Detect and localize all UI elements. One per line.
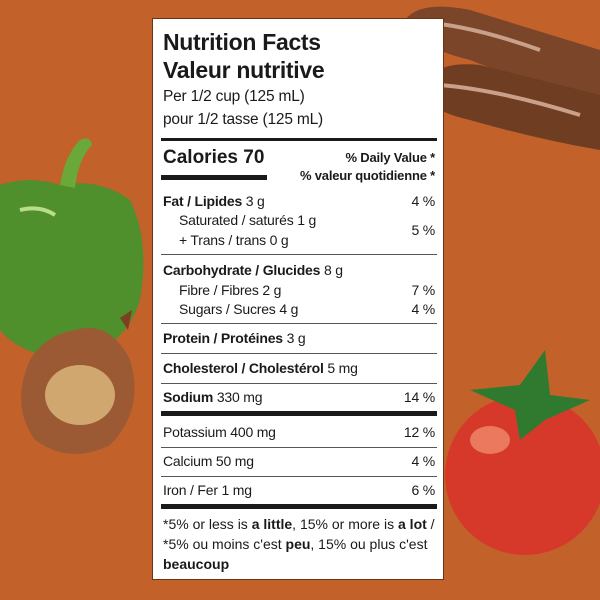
nutrient-name: Calcium (163, 453, 213, 469)
rule (161, 447, 437, 448)
calories-rule (161, 175, 267, 180)
nutrient-amount: 3 g (245, 193, 265, 209)
footnote-emphasis: peu (285, 536, 311, 552)
row-carbohydrate: Carbohydrate / Glucides 8 g (163, 262, 343, 278)
onion-illustration (21, 310, 135, 454)
footnote-text: , 15% ou plus c'est (310, 536, 428, 552)
sodium-dv: 14 % (403, 389, 435, 405)
row-fat: Fat / Lipides 3 g (163, 193, 265, 209)
nutrient-amount: 4 g (279, 301, 299, 317)
nutrient-name: Saturated / saturés (179, 212, 294, 228)
nutrient-amount: 50 mg (215, 453, 254, 469)
calories: Calories 70 (163, 147, 264, 169)
row-iron: Iron / Fer 1 mg (163, 482, 252, 498)
nutrient-name: Carbohydrate / Glucides (163, 262, 321, 278)
rule (161, 411, 437, 416)
nutrient-name: Protein / Protéines (163, 330, 283, 346)
nutrient-amount: 400 mg (230, 424, 276, 440)
row-protein: Protein / Protéines 3 g (163, 330, 306, 346)
nutrient-name: Iron / Fer (163, 482, 218, 498)
footnote-text: , 15% or more is (292, 516, 398, 532)
title-en: Nutrition Facts (163, 29, 321, 55)
row-cholesterol: Cholesterol / Cholestérol 5 mg (163, 360, 358, 376)
sugars-dv: 4 % (411, 301, 435, 317)
row-fibre: Fibre / Fibres 2 g (179, 282, 281, 298)
sat-trans-dv: 5 % (411, 222, 435, 238)
nutrient-amount: 2 g (262, 282, 282, 298)
potassium-dv: 12 % (403, 424, 435, 440)
rule (161, 254, 437, 255)
row-saturated: Saturated / saturés 1 g (179, 212, 316, 228)
calcium-dv: 4 % (411, 453, 435, 469)
row-sugars: Sugars / Sucres 4 g (179, 301, 298, 317)
footnote-emphasis: beaucoup (163, 556, 230, 572)
row-sodium: Sodium 330 mg (163, 389, 263, 405)
row-calcium: Calcium 50 mg (163, 453, 254, 469)
rule (161, 504, 437, 509)
iron-dv: 6 % (411, 482, 435, 498)
rule (161, 383, 437, 384)
row-trans: + Trans / trans 0 g (179, 232, 289, 248)
nutrient-name: Fibre / Fibres (179, 282, 259, 298)
row-potassium: Potassium 400 mg (163, 424, 276, 440)
nutrient-amount: 1 mg (221, 482, 253, 498)
nutrient-name: + Trans / trans (179, 232, 266, 248)
daily-value-en: % Daily Value * (345, 150, 436, 165)
fibre-dv: 7 % (411, 282, 435, 298)
nutrient-name: Fat / Lipides (163, 193, 243, 209)
title-fr: Valeur nutritive (163, 57, 325, 83)
daily-value-fr: % valeur quotidienne * (299, 168, 435, 183)
nutrient-name: Cholesterol / Cholestérol (163, 360, 324, 376)
footnote-text: / *5% ou moins c'est (163, 516, 435, 552)
serving-size-fr: pour 1/2 tasse (125 mL) (163, 111, 323, 128)
green-pepper-illustration (0, 138, 144, 360)
footnote-emphasis: a little (251, 516, 293, 532)
footnote: *5% or less is a little, 15% or more is … (163, 514, 435, 574)
rule (161, 476, 437, 477)
nutrient-amount: 0 g (269, 232, 289, 248)
rule (161, 353, 437, 354)
nutrition-facts-label: Nutrition Facts Valeur nutritive Per 1/2… (152, 18, 444, 580)
footnote-emphasis: a lot (398, 516, 427, 532)
nutrient-name: Sugars / Sucres (179, 301, 276, 317)
nutrient-name: Potassium (163, 424, 227, 440)
rule (161, 323, 437, 324)
calories-value: 70 (243, 147, 265, 168)
nutrient-amount: 5 mg (327, 360, 358, 376)
rule (161, 138, 437, 141)
footnote-text: *5% or less is (163, 516, 252, 532)
nutrient-name: Sodium (163, 389, 214, 405)
calories-label: Calories (163, 147, 238, 168)
fat-dv: 4 % (411, 193, 435, 209)
nutrient-amount: 8 g (323, 262, 343, 278)
nutrient-amount: 1 g (297, 212, 317, 228)
serving-size-en: Per 1/2 cup (125 mL) (163, 88, 305, 105)
tomato-illustration (445, 350, 600, 555)
nutrient-amount: 3 g (286, 330, 306, 346)
nutrient-amount: 330 mg (216, 389, 263, 405)
